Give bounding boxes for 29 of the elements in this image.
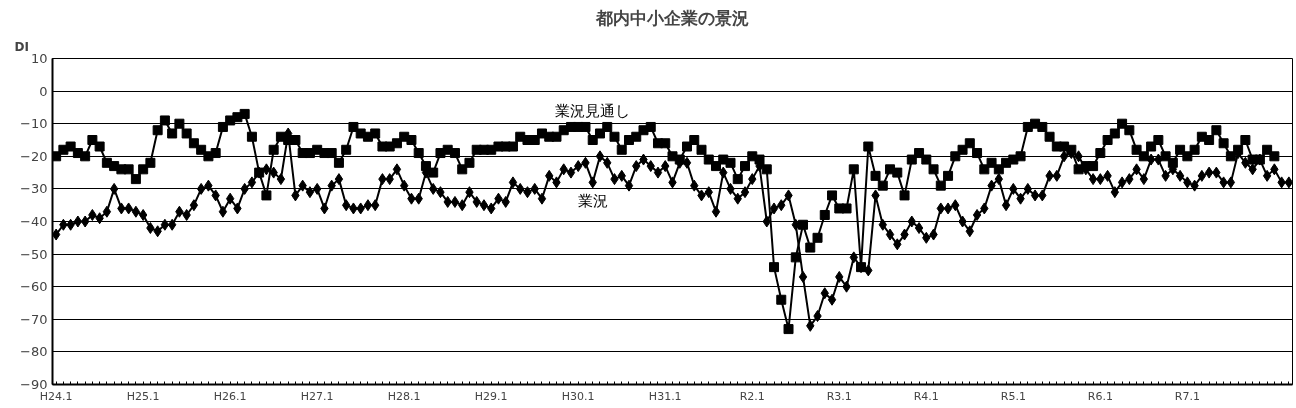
y-tick-label: −80 (20, 344, 48, 360)
x-tick-label: R3.1 (826, 389, 852, 403)
x-tick-label: H29.1 (474, 389, 508, 403)
x-tick-label: R4.1 (913, 389, 939, 403)
x-tick-label: R7.1 (1174, 389, 1200, 403)
x-tick-label: R2.1 (739, 389, 765, 403)
y-tick-label: −50 (20, 246, 48, 262)
y-tick-label: −60 (20, 279, 48, 295)
y-tick-label: −20 (20, 148, 48, 164)
y-axis-title: DI (14, 39, 29, 54)
x-tick-label: H31.1 (648, 389, 682, 403)
y-tick-label: −70 (20, 311, 48, 327)
y-tick-label: 0 (39, 83, 48, 99)
x-tick-label: H28.1 (387, 389, 421, 403)
y-tick-label: −90 (20, 377, 48, 392)
x-tick-label: R6.1 (1087, 389, 1113, 403)
y-tick-label: −40 (20, 214, 48, 229)
y-tick-label: −30 (20, 181, 48, 197)
series-label: 業況見通し (555, 102, 631, 121)
x-tick-label: H24.1 (39, 389, 73, 403)
x-tick-label: H27.1 (300, 389, 334, 403)
series-label: 業況 (577, 192, 608, 211)
x-tick-label: H30.1 (561, 389, 595, 403)
chart-title: 都内中小企業の景況 (595, 7, 749, 28)
y-tick-label: 10 (30, 51, 48, 66)
x-tick-label: H25.1 (126, 389, 160, 403)
x-tick-label: R5.1 (1000, 389, 1026, 403)
x-tick-label: H26.1 (213, 389, 247, 403)
y-tick-label: −10 (20, 116, 48, 132)
